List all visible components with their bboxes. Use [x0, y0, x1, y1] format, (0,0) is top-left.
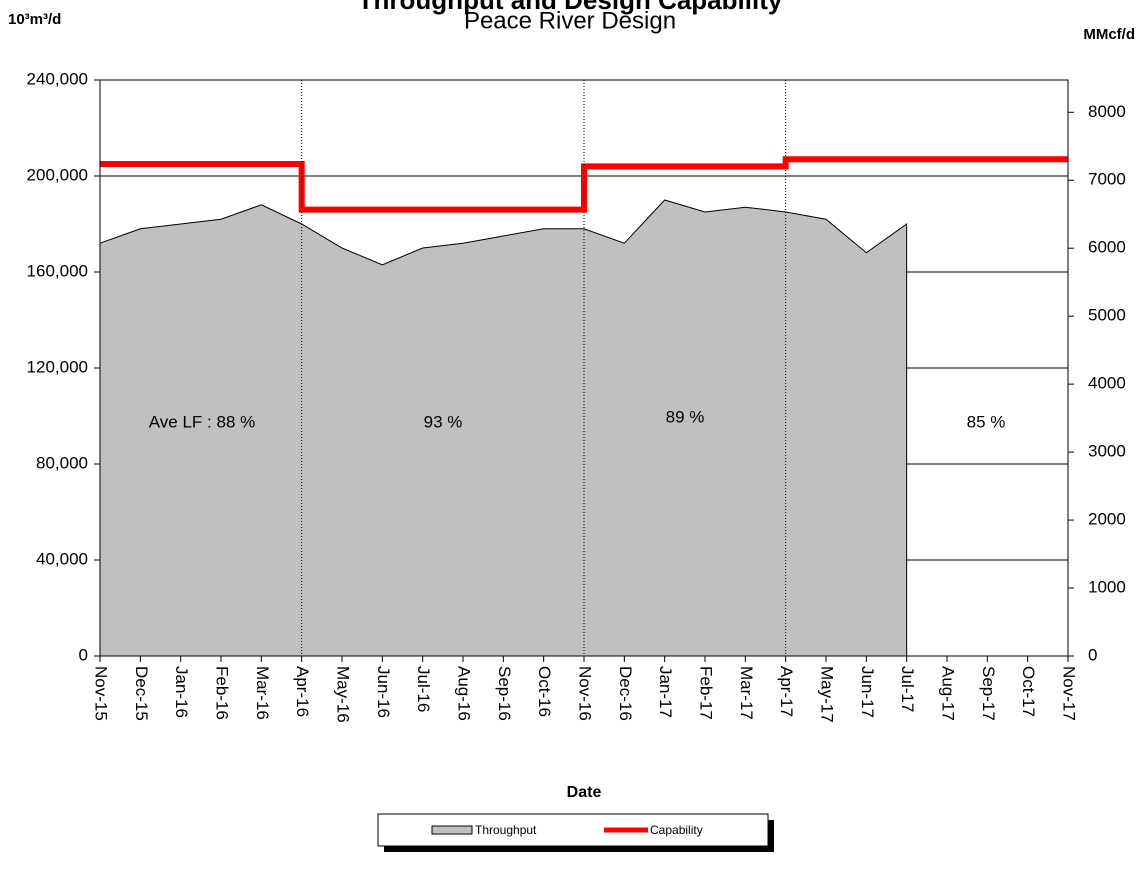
x-tick-label: Aug-16: [455, 666, 474, 721]
x-tick-label: Jun-16: [374, 666, 393, 718]
x-tick-label: Oct-16: [535, 666, 554, 717]
legend-label: Capability: [650, 823, 703, 837]
y2-axis-label: MMcf/d: [1083, 26, 1135, 43]
x-tick-label: May-16: [334, 666, 353, 723]
legend-label: Throughput: [475, 823, 537, 837]
x-axis-label: Date: [567, 784, 602, 801]
annotation: Ave LF : 88 %: [149, 412, 255, 431]
annotation: 89 %: [666, 407, 705, 426]
x-tick-label: Jan-17: [656, 666, 675, 718]
x-tick-label: Jul-17: [898, 666, 917, 712]
x-tick-label: Apr-16: [293, 666, 312, 717]
x-tick-label: Dec-16: [616, 666, 635, 721]
x-tick-label: Jul-16: [414, 666, 433, 712]
y2-tick-label: 1000: [1088, 578, 1126, 597]
y2-tick-label: 6000: [1088, 238, 1126, 257]
chart-title: Throughput and Design Capability: [358, 0, 783, 15]
y-tick-label: 200,000: [27, 165, 88, 184]
y-tick-label: 40,000: [36, 549, 88, 568]
x-tick-label: Nov-16: [576, 666, 595, 721]
x-tick-label: Nov-15: [92, 666, 111, 721]
x-tick-label: Sep-16: [495, 666, 514, 721]
capability-line: [100, 156, 1068, 213]
y2-tick-label: 0: [1088, 645, 1097, 664]
x-tick-label: Aug-17: [939, 666, 958, 721]
x-tick-label: Mar-17: [737, 666, 756, 720]
x-tick-label: Mar-16: [253, 666, 272, 720]
legend-swatch: [431, 825, 473, 835]
x-tick-label: Oct-17: [1019, 666, 1038, 717]
annotation: 85 %: [967, 412, 1006, 431]
chart-subtitle: Peace River Design: [464, 7, 676, 34]
x-tick-label: Jan-16: [172, 666, 191, 718]
x-tick-label: Sep-17: [979, 666, 998, 721]
y-tick-label: 0: [79, 645, 88, 664]
annotation: 93 %: [424, 412, 463, 431]
x-tick-label: Feb-17: [697, 666, 716, 720]
y2-tick-label: 2000: [1088, 510, 1126, 529]
y2-tick-label: 4000: [1088, 374, 1126, 393]
y-axis-label: 10³m³/d: [8, 11, 61, 28]
y-tick-label: 120,000: [27, 357, 88, 376]
y-tick-label: 80,000: [36, 453, 88, 472]
x-tick-label: Nov-17: [1060, 666, 1079, 721]
x-tick-label: Jun-17: [858, 666, 877, 718]
x-tick-label: Feb-16: [213, 666, 232, 720]
x-tick-label: Dec-15: [132, 666, 151, 721]
y2-tick-label: 7000: [1088, 170, 1126, 189]
x-tick-label: Apr-17: [777, 666, 796, 717]
y2-tick-label: 8000: [1088, 102, 1126, 121]
y2-tick-label: 5000: [1088, 306, 1126, 325]
legend: Throughput Capability: [377, 813, 774, 852]
y-tick-label: 160,000: [27, 261, 88, 280]
y-tick-label: 240,000: [27, 69, 88, 88]
y2-tick-label: 3000: [1088, 442, 1126, 461]
x-tick-label: May-17: [818, 666, 837, 723]
